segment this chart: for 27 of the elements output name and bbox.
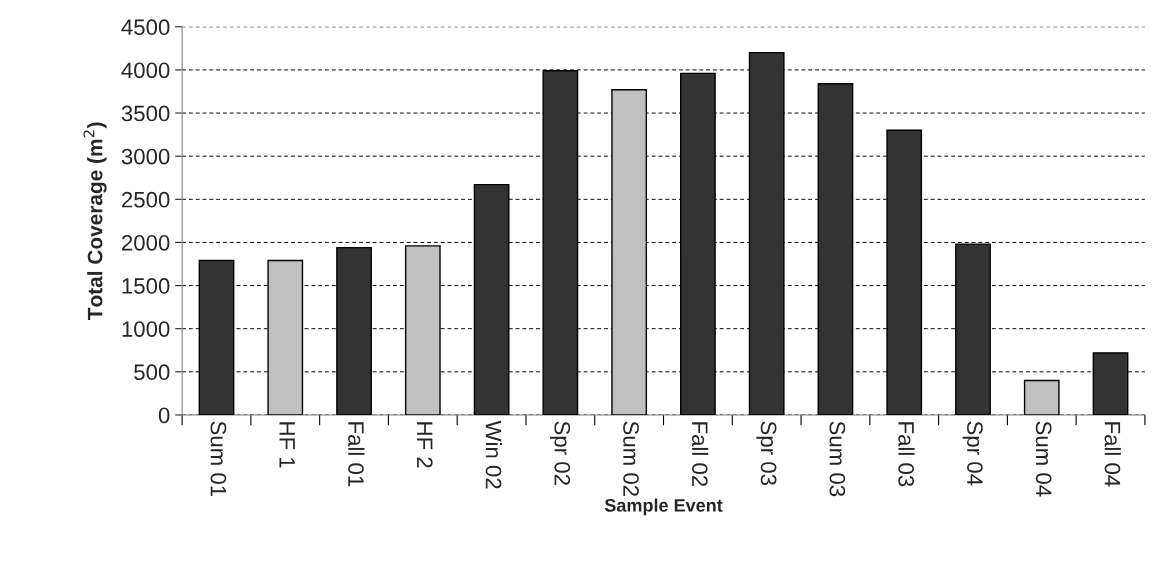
x-tick-label: Sum 01	[210, 421, 227, 497]
y-tick-label: 1000	[122, 321, 170, 337]
y-tick-label: 3500	[121, 105, 170, 122]
x-tick-label: Fall 04	[1104, 422, 1121, 487]
x-tick-label: Sum 03	[829, 421, 846, 497]
x-tick-label: Sum 04	[1035, 421, 1052, 497]
x-tick-label: Win 02	[485, 420, 502, 489]
y-tick-label: 0	[158, 407, 170, 424]
x-tick-label: Fall 03	[898, 422, 915, 487]
y-tick-label: 500	[134, 364, 170, 381]
y-tick-label: 2500	[122, 191, 170, 208]
y-tick-label: 3000	[121, 148, 170, 165]
x-tick-label: HF 1	[279, 422, 295, 468]
x-tick-label: Fall 02	[691, 422, 709, 487]
y-tick-label: 4000	[121, 62, 170, 79]
y-tick-label: 2000	[122, 234, 170, 251]
x-tick-label: Spr 02	[550, 421, 571, 485]
x-tick-label: Sum 02	[623, 421, 639, 496]
x-axis-title: Sample Event	[604, 498, 723, 516]
x-tick-label: Spr 04	[962, 421, 983, 486]
bar	[1023, 379, 1060, 415]
x-tick-label: Fall 01	[348, 422, 365, 487]
y-tick-label: 1500	[122, 278, 170, 294]
x-tick-label: HF 2	[417, 422, 433, 468]
x-tick-label: Spr 03	[756, 421, 777, 486]
y-tick-label: 4500	[121, 19, 170, 36]
y-axis-title: Total Coverage (m$^{2}$)	[83, 122, 107, 321]
